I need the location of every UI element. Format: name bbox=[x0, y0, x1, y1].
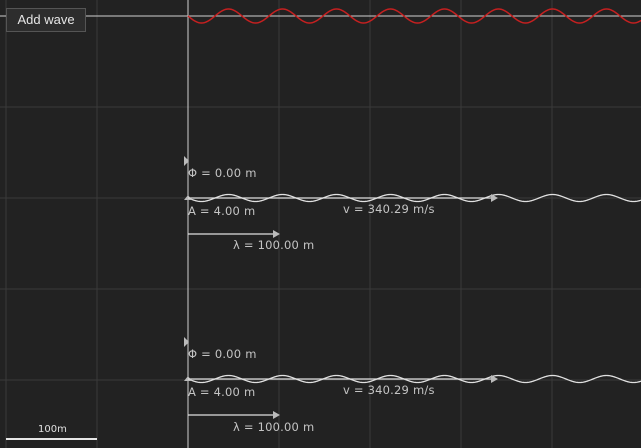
wave-1-wavelength-prefix: λ = bbox=[233, 238, 254, 252]
wave-2-amplitude-unit: m bbox=[244, 385, 256, 399]
wave-1-wavelength-handle[interactable] bbox=[273, 230, 280, 238]
wave-1-phase-unit: m bbox=[245, 166, 257, 180]
wave-2-wavelength-unit: m bbox=[303, 420, 315, 434]
wave-1-velocity-unit: m/s bbox=[413, 202, 435, 216]
wave-1-velocity-label: v = 340.29 m/s bbox=[343, 202, 435, 216]
wave-2-wavelength-value: 100.00 bbox=[257, 420, 300, 434]
wave-2-wavelength-prefix: λ = bbox=[233, 420, 254, 434]
wave-1-curve[interactable] bbox=[187, 193, 641, 203]
wave-1-amplitude-prefix: A = bbox=[188, 204, 210, 218]
wave-2-phase-prefix: Φ = bbox=[188, 347, 211, 361]
wave-2-amplitude-label: A = 4.00 m bbox=[188, 385, 255, 399]
wave-1-wavelength-unit: m bbox=[303, 238, 315, 252]
wave-2-phase-unit: m bbox=[245, 347, 257, 361]
wave-2-phase-value: 0.00 bbox=[214, 347, 242, 361]
wave-1-amplitude-label: A = 4.00 m bbox=[188, 204, 255, 218]
wave-2-velocity-unit: m/s bbox=[413, 383, 435, 397]
wave-2-amplitude-prefix: A = bbox=[188, 385, 210, 399]
wave-2-velocity-label: v = 340.29 m/s bbox=[343, 383, 435, 397]
wave-2-curve[interactable] bbox=[187, 374, 641, 384]
wave-2-velocity-prefix: v = bbox=[343, 383, 364, 397]
wave-1-velocity-value: 340.29 bbox=[367, 202, 410, 216]
wave-2-velocity-value: 340.29 bbox=[367, 383, 410, 397]
wave-1-velocity-handle[interactable] bbox=[491, 194, 498, 202]
add-wave-button[interactable]: Add wave bbox=[6, 8, 86, 32]
scale-bar bbox=[6, 438, 97, 440]
wave-1-phase-value: 0.00 bbox=[214, 166, 242, 180]
wave-1-amplitude-value: 4.00 bbox=[213, 204, 241, 218]
wave-2-velocity-handle[interactable] bbox=[491, 375, 498, 383]
wave-1-phase-prefix: Φ = bbox=[188, 166, 211, 180]
wave-1-amplitude-unit: m bbox=[244, 204, 256, 218]
scale-label: 100m bbox=[38, 424, 67, 435]
wave-1-phase-handle[interactable] bbox=[184, 156, 189, 166]
wave-1-wavelength-label: λ = 100.00 m bbox=[233, 238, 314, 252]
wave-2-wavelength-handle[interactable] bbox=[273, 411, 280, 419]
wave-1-wavelength-value: 100.00 bbox=[257, 238, 300, 252]
wave-2-phase-label: Φ = 0.00 m bbox=[188, 347, 257, 361]
wave-2-amplitude-value: 4.00 bbox=[213, 385, 241, 399]
wave-2-wavelength-label: λ = 100.00 m bbox=[233, 420, 314, 434]
wave-1-velocity-prefix: v = bbox=[343, 202, 364, 216]
wave-1-phase-label: Φ = 0.00 m bbox=[188, 166, 257, 180]
superposition-wave bbox=[187, 8, 641, 24]
wave-2-phase-handle[interactable] bbox=[184, 337, 189, 347]
